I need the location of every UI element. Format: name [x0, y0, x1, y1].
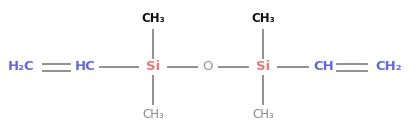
Text: O: O — [203, 60, 213, 74]
Text: CH₃: CH₃ — [141, 12, 165, 25]
Text: CH₂: CH₂ — [375, 60, 402, 74]
Text: CH₃: CH₃ — [252, 107, 274, 120]
Text: Si: Si — [146, 60, 160, 74]
Text: Si: Si — [256, 60, 270, 74]
Text: CH: CH — [313, 60, 334, 74]
Text: HC: HC — [75, 60, 96, 74]
Text: CH₃: CH₃ — [251, 12, 275, 25]
Text: H₂C: H₂C — [8, 60, 35, 74]
Text: CH₃: CH₃ — [142, 107, 164, 120]
